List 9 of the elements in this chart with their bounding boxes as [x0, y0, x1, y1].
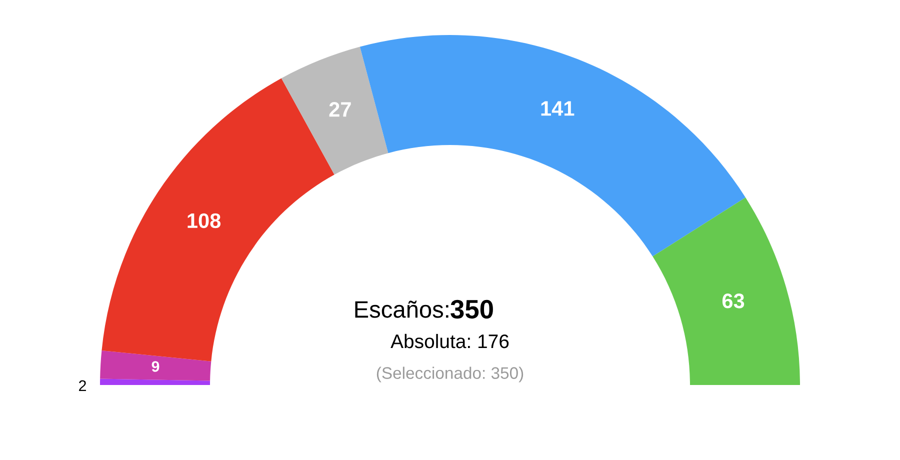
data-label: 108 — [188, 213, 221, 228]
data-label: 2 — [79, 380, 86, 391]
data-label: 27 — [329, 102, 351, 117]
data-label: 63 — [722, 294, 744, 308]
text: (Seleccionado: 350) — [376, 366, 524, 382]
text: Escaños:350 — [355, 300, 493, 319]
text: Absoluta: 176 — [390, 334, 509, 348]
data-label: 9 — [152, 361, 160, 372]
data-label: 141 — [541, 101, 574, 116]
